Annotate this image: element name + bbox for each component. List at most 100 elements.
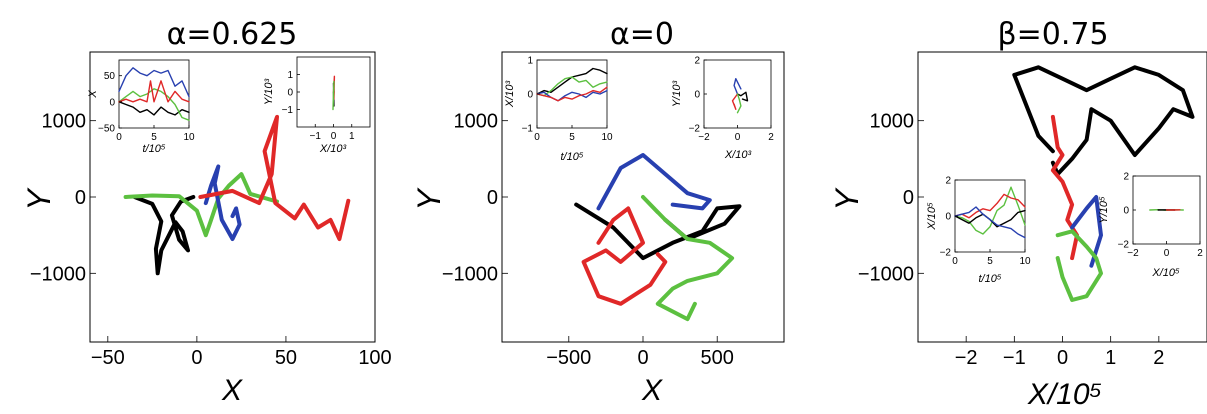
x-tick-label: 100 <box>358 347 391 369</box>
y-tick-label: −1 <box>282 105 294 116</box>
panel-1-data <box>123 114 351 276</box>
series-blue-trajectory <box>1070 195 1103 268</box>
y-tick-label: 2 <box>694 56 700 67</box>
x-tick-label: −1 <box>1003 347 1026 369</box>
panel-3-data <box>1012 65 1195 302</box>
x-tick-label: 0 <box>331 131 337 142</box>
y-tick-label: 0 <box>1123 206 1129 217</box>
series-green-trajectory <box>641 195 735 322</box>
panel-1-inset-xy: X/10³ Y/10³ −1 0 1 −1 0 1 <box>263 56 371 155</box>
y-tick-label: 0 <box>487 187 498 209</box>
y-tick-label: 0 <box>287 88 293 99</box>
series-red-trajectory <box>731 93 739 111</box>
inset-ylabel: Y/10³ <box>263 79 275 106</box>
x-tick-label: 2 <box>1197 248 1203 259</box>
x-tick-label: 500 <box>701 347 734 369</box>
series-red-trajectory <box>954 193 1026 219</box>
inset-ylabel: X <box>87 90 99 99</box>
x-tick-label: −500 <box>546 347 591 369</box>
panel-2-title: α=0 <box>610 17 674 52</box>
panel-2-inset-xy: X/10³ Y/10³ −2 0 2 −2 0 2 <box>671 56 774 162</box>
inset-frame <box>536 59 608 129</box>
x-tick-label: 50 <box>275 347 297 369</box>
x-tick-label: 0 <box>116 132 122 143</box>
series-green-trajectory <box>123 172 279 238</box>
inset-xlabel: X/10⁵ <box>1151 267 1180 279</box>
y-tick-label: 0 <box>75 187 86 209</box>
series-green-trajectory <box>736 93 742 114</box>
x-tick-label: 1 <box>349 131 355 142</box>
series-black-trajectory <box>132 195 196 276</box>
series-green-trajectory <box>1055 229 1103 302</box>
y-tick-label: −1 <box>522 124 534 135</box>
panel-3-title: β=0.75 <box>997 17 1108 52</box>
inset-xlabel: X/10³ <box>319 143 347 155</box>
series-black-trajectory <box>118 101 190 116</box>
x-tick-label: 2 <box>1153 347 1164 369</box>
series-black-trajectory <box>1012 65 1195 177</box>
series-green-trajectory <box>536 76 608 97</box>
panel-3-ylabel: Y <box>829 187 865 211</box>
inset-ylabel: Y/10³ <box>671 81 683 108</box>
series-blue-trajectory <box>203 164 242 241</box>
series-red-trajectory <box>198 114 351 241</box>
panel-3-inset-xy: X/10⁵ Y/10⁵ −2 0 2 −2 0 2 <box>1098 172 1203 280</box>
series-red-trajectory <box>536 86 608 102</box>
series-black-trajectory <box>736 91 749 102</box>
series-red-trajectory <box>118 80 190 103</box>
y-tick-label: −2 <box>1118 240 1130 251</box>
y-tick-label: 0 <box>903 187 914 209</box>
y-tick-label: −1000 <box>442 263 498 285</box>
x-tick-label: 1 <box>1105 347 1116 369</box>
series-green-trajectory <box>118 88 190 121</box>
y-tick-label: 0 <box>694 90 700 101</box>
y-tick-label: −2 <box>689 124 701 135</box>
x-tick-label: 10 <box>1019 256 1031 267</box>
x-tick-label: 10 <box>183 132 195 143</box>
panel-1-ylabel: Y <box>21 187 57 211</box>
panel-2-ticks: −500 0 500 −1000 0 1000 <box>442 111 734 369</box>
x-tick-label: −50 <box>91 347 125 369</box>
series-green-trajectory <box>332 80 335 111</box>
y-tick-label: 1 <box>527 56 533 67</box>
y-tick-label: 1000 <box>42 111 87 133</box>
panel-1-xlabel: X <box>221 374 243 407</box>
panel-1-title: α=0.625 <box>167 17 298 52</box>
y-tick-label: −1000 <box>858 263 914 285</box>
y-tick-label: 0 <box>945 212 951 223</box>
inset-ylabel: X/10³ <box>504 81 516 109</box>
inset-ylabel: Y/10⁵ <box>1098 196 1110 224</box>
y-tick-label: 2 <box>945 176 951 187</box>
y-tick-label: −1000 <box>30 263 86 285</box>
y-tick-label: 1000 <box>870 111 915 133</box>
x-tick-label: −1 <box>310 131 322 142</box>
series-red-trajectory <box>581 206 668 306</box>
series-blue-trajectory <box>596 153 712 211</box>
y-tick-label: −2 <box>940 248 952 259</box>
x-tick-label: 0 <box>1164 248 1170 259</box>
x-tick-label: 0 <box>952 256 958 267</box>
series-red-trajectory <box>1050 114 1079 261</box>
inset-xlabel: t/10⁵ <box>561 151 584 163</box>
series-green-trajectory <box>954 186 1026 235</box>
y-tick-label: 1000 <box>454 111 499 133</box>
inset-ylabel: X/10⁵ <box>926 202 938 231</box>
panel-2-inset-time: t/10⁵ X/10³ 0 5 10−101 <box>504 56 613 164</box>
series-blue-trajectory <box>118 67 190 98</box>
x-tick-label: 0 <box>735 132 741 143</box>
x-tick-label: −2 <box>1127 248 1139 259</box>
inset-xlabel: t/10⁵ <box>143 143 166 155</box>
x-tick-label: −2 <box>955 347 978 369</box>
series-black-trajectory <box>574 202 742 261</box>
panel-3-inset-time: t/10⁵ X/10⁵ 0 5 10−202 <box>926 176 1031 286</box>
x-tick-label: 5 <box>569 132 575 143</box>
x-tick-label: 10 <box>601 132 613 143</box>
x-tick-label: 0 <box>191 347 202 369</box>
y-tick-label: −50 <box>98 124 115 135</box>
